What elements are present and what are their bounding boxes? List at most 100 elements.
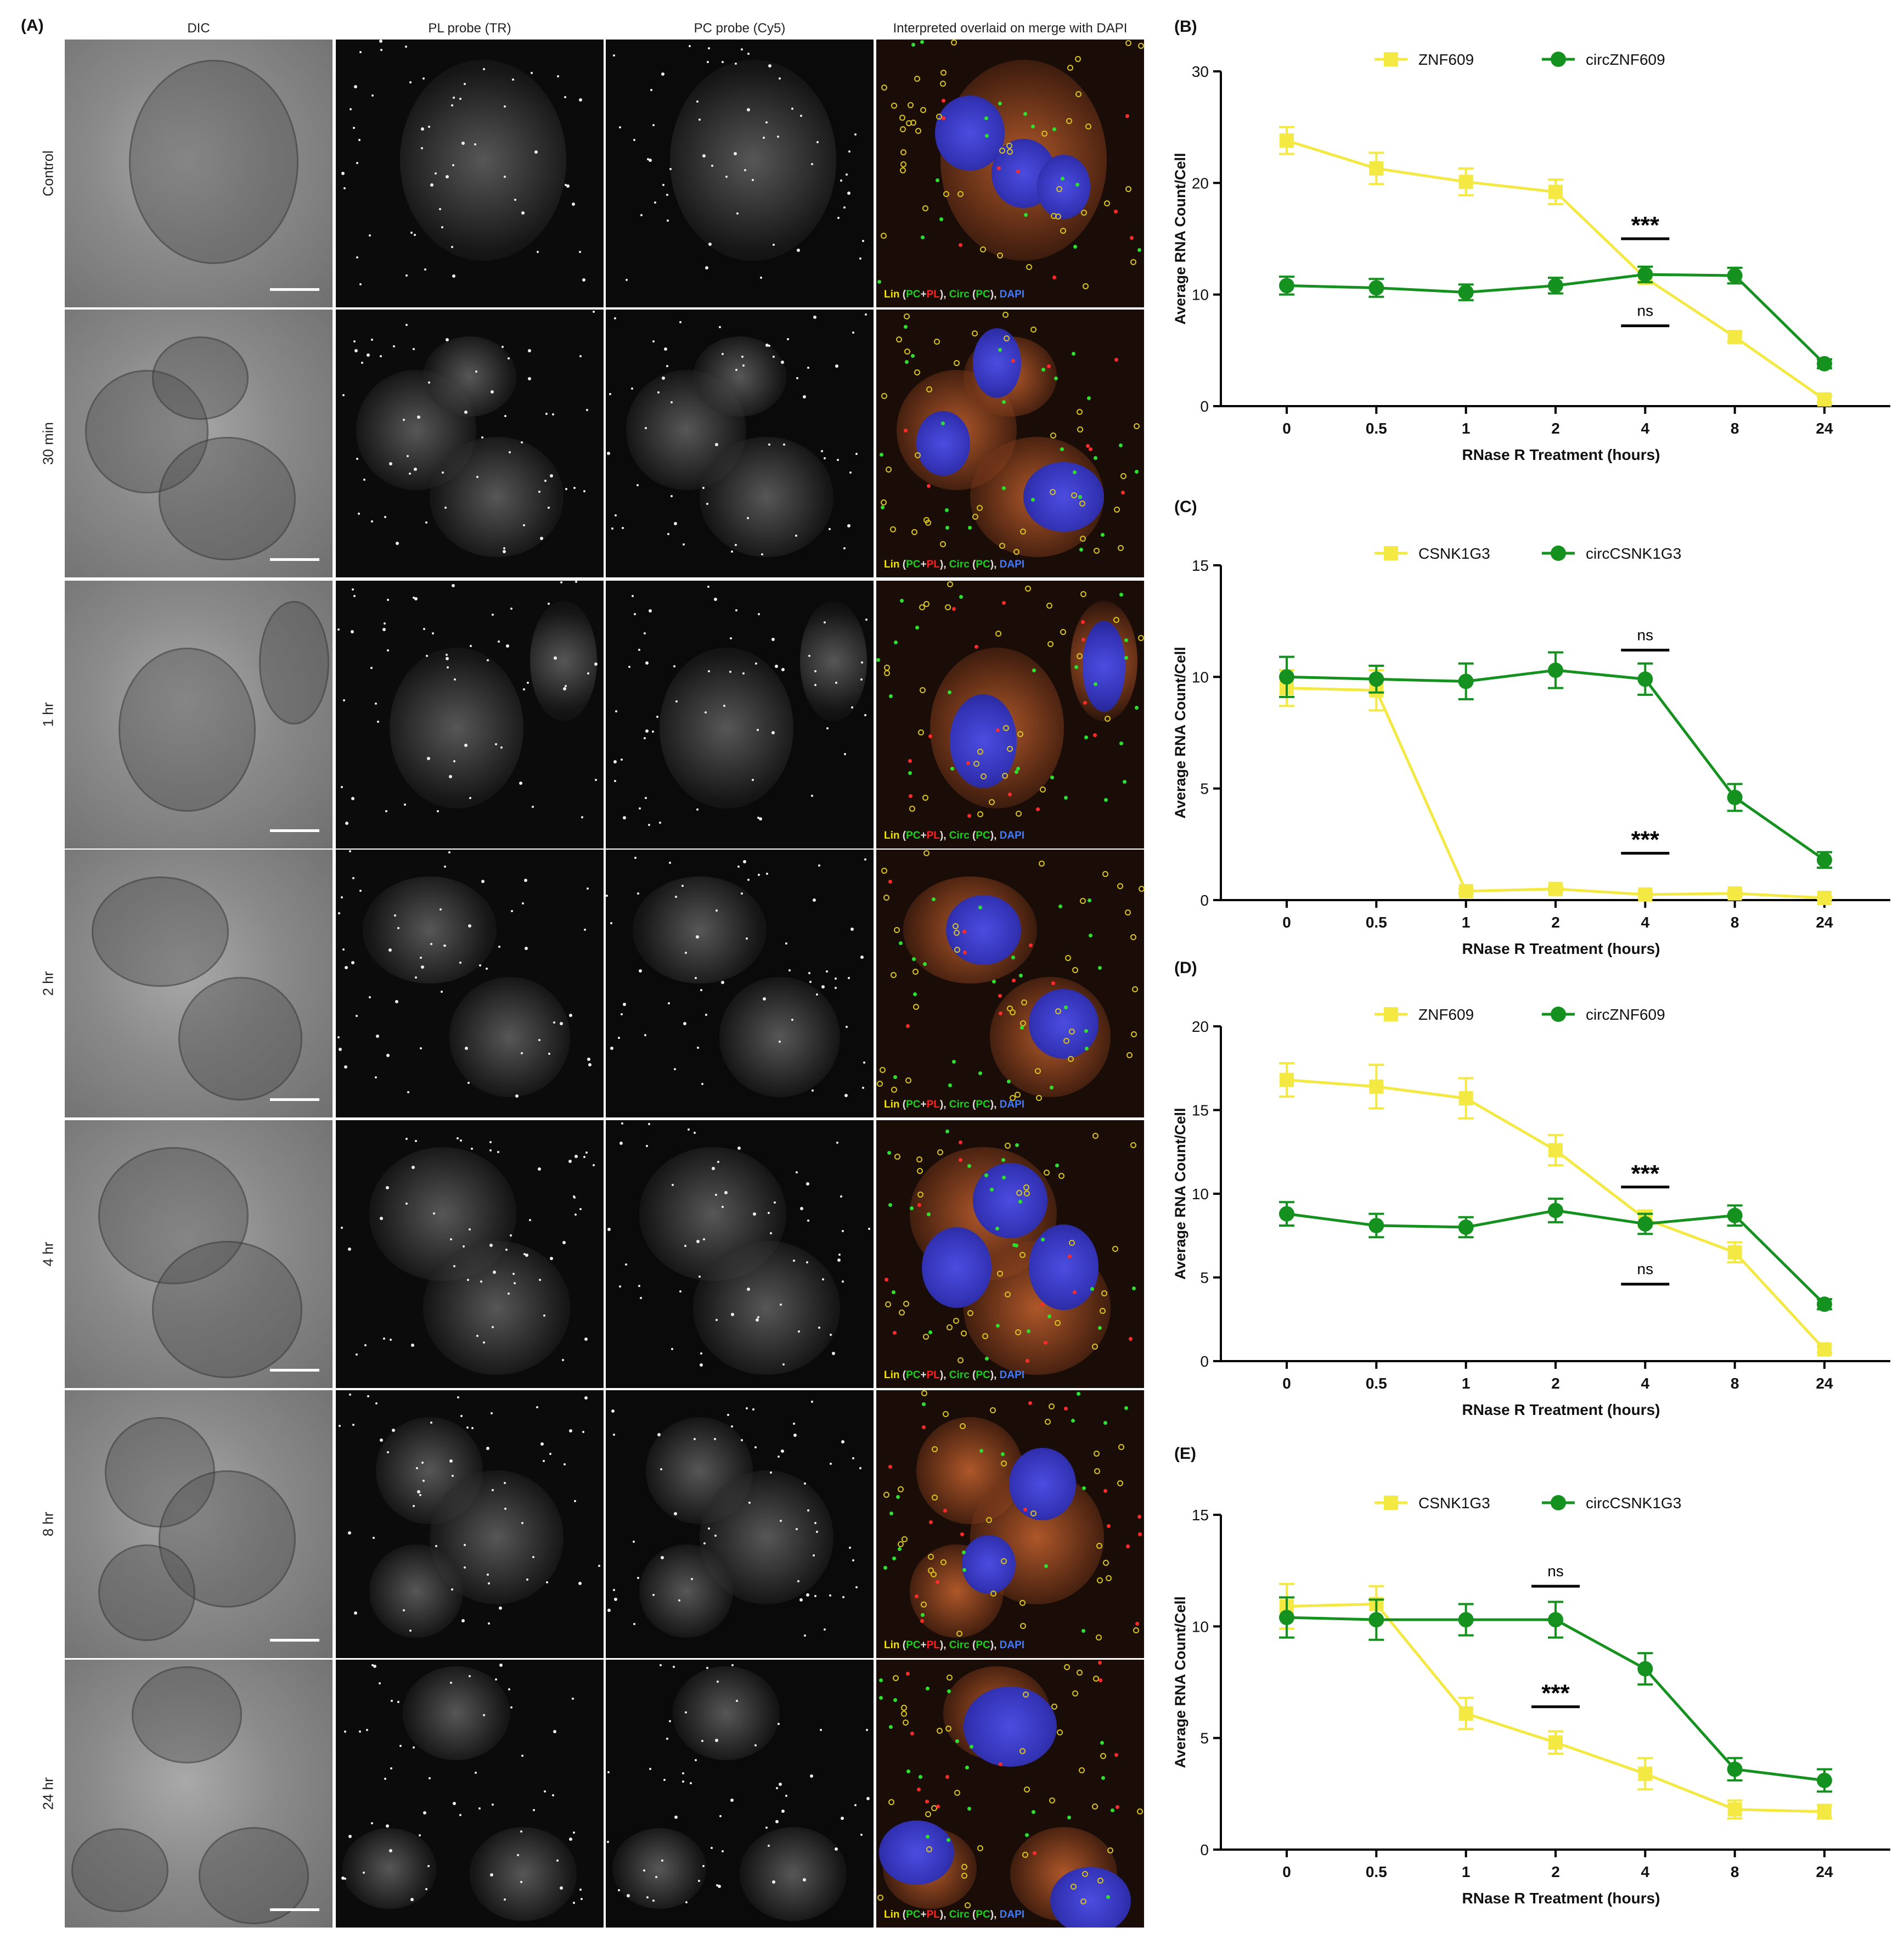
fluorescent-spot — [1100, 533, 1105, 537]
fluorescent-spot — [1055, 1008, 1062, 1014]
fluorescent-spot — [1103, 1489, 1107, 1493]
fluorescent-spot — [639, 1297, 642, 1300]
fluorescent-spot — [841, 1817, 844, 1821]
micrograph-dic-2-hr — [65, 850, 333, 1117]
fluorescent-spot — [450, 104, 453, 107]
fluorescent-spot — [411, 1166, 415, 1170]
fluorescent-spot — [936, 1580, 940, 1584]
fluorescent-spot — [1120, 473, 1127, 479]
fluorescent-spot — [409, 1630, 412, 1632]
fluorescent-spot — [362, 1871, 365, 1874]
legend-label: ZNF609 — [1418, 51, 1474, 68]
fluorescent-spot — [1117, 545, 1124, 552]
fluorescent-spot — [353, 85, 357, 89]
fluorescent-spot — [896, 336, 903, 343]
series-line-circznf609 — [1286, 273, 1826, 365]
fluorescent-spot — [402, 419, 405, 422]
fluorescent-spot — [861, 1086, 864, 1089]
fluorescent-spot — [860, 678, 863, 681]
fluorescent-spot — [888, 1203, 893, 1207]
fluorescent-spot — [912, 992, 917, 996]
fluorescent-spot — [674, 1067, 677, 1070]
data-point-circle — [1458, 1220, 1474, 1235]
fluorescent-spot — [768, 443, 771, 446]
fluorescent-spot — [702, 487, 705, 490]
fluorescent-spot — [545, 1581, 548, 1583]
fluorescent-spot — [1025, 1359, 1029, 1363]
fluorescent-spot — [368, 234, 371, 237]
fluorescent-spot — [422, 77, 425, 80]
nucleus-dapi — [1037, 154, 1091, 219]
fluorescent-spot — [674, 1815, 678, 1819]
fluorescent-spot — [1077, 1391, 1081, 1396]
fluorescent-spot — [713, 1438, 716, 1441]
fluorescent-spot — [1060, 228, 1066, 234]
fluorescent-spot — [503, 549, 506, 553]
data-point-circle — [1727, 268, 1743, 284]
fluorescent-spot — [453, 1265, 456, 1268]
fluorescent-spot — [950, 766, 955, 771]
fluorescent-spot — [937, 1149, 943, 1155]
data-point-circle — [1637, 1661, 1653, 1677]
y-tick-label: 0 — [1200, 398, 1209, 415]
fluorescent-spot — [984, 116, 989, 120]
fluorescent-spot — [1047, 641, 1054, 648]
fluorescent-spot — [506, 644, 510, 648]
fluorescent-spot — [892, 1556, 897, 1560]
panel-letter: (B) — [1174, 18, 1197, 36]
nucleus-dapi — [963, 1686, 1057, 1767]
fluorescent-spot — [459, 1814, 462, 1817]
cell-region — [673, 1666, 780, 1760]
fluorescent-spot — [703, 1542, 706, 1545]
legend-part-plus: + — [920, 1099, 927, 1110]
fluorescent-spot — [995, 1226, 1000, 1231]
fluorescent-spot — [371, 1664, 374, 1667]
x-tick-label: 2 — [1551, 420, 1560, 437]
fluorescent-spot — [755, 1318, 759, 1322]
fluorescent-spot — [574, 1500, 577, 1503]
fluorescent-spot — [673, 522, 677, 526]
fluorescent-spot — [1101, 1290, 1108, 1297]
fluorescent-spot — [920, 107, 927, 114]
fluorescent-spot — [1086, 396, 1091, 401]
fluorescent-spot — [450, 1238, 453, 1241]
fluorescent-spot — [1102, 1560, 1109, 1566]
x-tick-label: 4 — [1641, 1863, 1650, 1880]
fluorescent-spot — [701, 1082, 703, 1085]
fluorescent-spot — [792, 1259, 795, 1262]
fluorescent-spot — [908, 759, 912, 763]
legend-part-lin: Lin — [884, 289, 900, 300]
fluorescent-spot — [399, 1744, 402, 1747]
legend-marker-circle — [1551, 1495, 1566, 1510]
fluorescent-spot — [469, 1228, 471, 1231]
fluorescent-spot — [775, 1786, 778, 1789]
fluorescent-spot — [452, 164, 454, 166]
fluorescent-spot — [507, 1293, 510, 1295]
cell-region — [799, 600, 867, 722]
fluorescent-spot — [770, 1471, 773, 1474]
fluorescent-spot — [349, 108, 352, 111]
fluorescent-spot — [414, 597, 418, 600]
fluorescent-spot — [768, 344, 771, 347]
fluorescent-spot — [500, 746, 503, 749]
fluorescent-spot — [965, 1902, 971, 1908]
fluorescent-spot — [700, 988, 703, 991]
fluorescent-spot — [843, 206, 846, 209]
fluorescent-spot — [578, 1582, 582, 1586]
nucleus-dapi — [1023, 462, 1104, 532]
legend-part-lin: Lin — [884, 830, 900, 841]
fluorescent-spot — [666, 194, 668, 196]
fluorescent-spot — [654, 201, 656, 204]
y-axis-label: Average RNA Count/Cell — [1172, 647, 1188, 818]
fluorescent-spot — [717, 1680, 719, 1683]
fluorescent-spot — [1015, 1243, 1019, 1248]
fluorescent-spot — [936, 178, 940, 183]
fluorescent-spot — [636, 892, 639, 895]
fluorescent-spot — [353, 595, 356, 598]
data-point-circle — [1458, 284, 1474, 300]
fluorescent-spot — [846, 1026, 848, 1029]
fluorescent-spot — [816, 1530, 819, 1533]
fluorescent-spot — [380, 48, 382, 51]
fluorescent-spot — [903, 313, 910, 320]
fluorescent-spot — [849, 1546, 852, 1549]
